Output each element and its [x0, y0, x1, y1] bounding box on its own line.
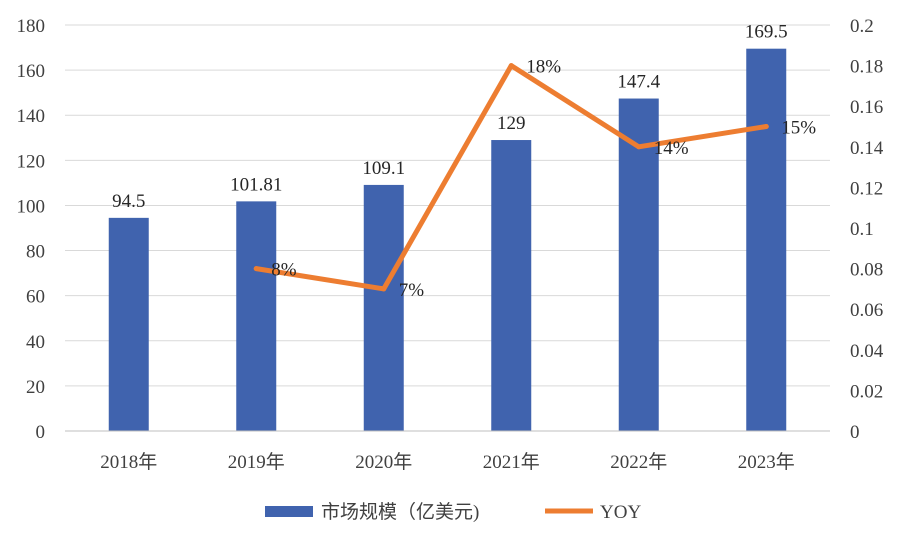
y-left-tick-label: 140	[17, 106, 46, 127]
yoy-data-label: 15%	[781, 118, 816, 139]
bar-data-label: 129	[497, 113, 526, 134]
y-right-tick-label: 0.06	[850, 300, 883, 321]
bar-series	[108, 48, 787, 432]
bar	[618, 98, 659, 431]
y-left-tick-label: 0	[36, 422, 46, 443]
yoy-data-label: 7%	[399, 280, 425, 301]
y-right-tick-label: 0.14	[850, 138, 884, 159]
y-right-tick-label: 0.2	[850, 16, 874, 37]
line-series	[253, 63, 769, 292]
y-right-tick-label: 0.16	[850, 97, 883, 118]
y-right-tick-label: 0	[850, 422, 860, 443]
yoy-data-label: 8%	[271, 260, 297, 281]
yoy-data-label: 14%	[654, 138, 689, 159]
y-right-tick-label: 0.18	[850, 57, 883, 78]
x-tick-label: 2021年	[483, 451, 540, 473]
bar-data-label: 94.5	[112, 191, 145, 212]
bar	[236, 201, 277, 431]
y-left-tick-label: 40	[26, 332, 45, 353]
x-tick-label: 2023年	[738, 451, 795, 473]
x-tick-label: 2018年	[100, 451, 157, 473]
legend: 市场规模（亿美元) YOY	[265, 501, 641, 523]
y-left-tick-label: 100	[17, 196, 46, 217]
y-left-tick-label: 60	[26, 287, 45, 308]
bar-data-label: 147.4	[617, 72, 660, 93]
legend-bar-label: 市场规模（亿美元)	[321, 501, 479, 523]
y-right-tick-label: 0.12	[850, 178, 883, 199]
bar	[363, 184, 404, 431]
y-left-tick-label: 20	[26, 377, 45, 398]
legend-line-label: YOY	[600, 502, 641, 523]
bar-data-label: 169.5	[745, 22, 788, 43]
yoy-point	[253, 266, 259, 272]
axes: 0 20 40 60 80 100 120 140 160 180 0 0.02 0.04 0.06 0.0…	[17, 16, 884, 473]
bar	[491, 140, 532, 432]
y-right-tick-label: 0.04	[850, 341, 884, 362]
bar	[746, 48, 787, 431]
gridlines	[65, 24, 830, 387]
y-left-tick-label: 180	[17, 16, 46, 37]
legend-bar-swatch	[265, 506, 313, 517]
y-right-tick-label: 0.02	[850, 381, 883, 402]
data-labels: 94.5 101.81 109.1 129 147.4 169.5 8% 7% 18% 14% 15…	[112, 22, 816, 301]
x-tick-label: 2022年	[610, 451, 667, 473]
y-left-tick-label: 160	[17, 61, 46, 82]
y-right-tick-label: 0.08	[850, 260, 883, 281]
y-left-tick-label: 120	[17, 151, 46, 172]
x-tick-label: 2019年	[228, 451, 285, 473]
yoy-point	[381, 286, 387, 292]
x-tick-label: 2020年	[355, 451, 412, 473]
y-left-tick-label: 80	[26, 242, 45, 263]
y-right-tick-label: 0.1	[850, 219, 874, 240]
yoy-point	[763, 124, 769, 129]
bar	[108, 217, 149, 431]
bar-data-label: 101.81	[230, 174, 282, 195]
bar-data-label: 109.1	[362, 158, 405, 179]
yoy-point	[636, 144, 642, 150]
yoy-data-label: 18%	[526, 57, 561, 78]
yoy-point	[508, 63, 514, 69]
